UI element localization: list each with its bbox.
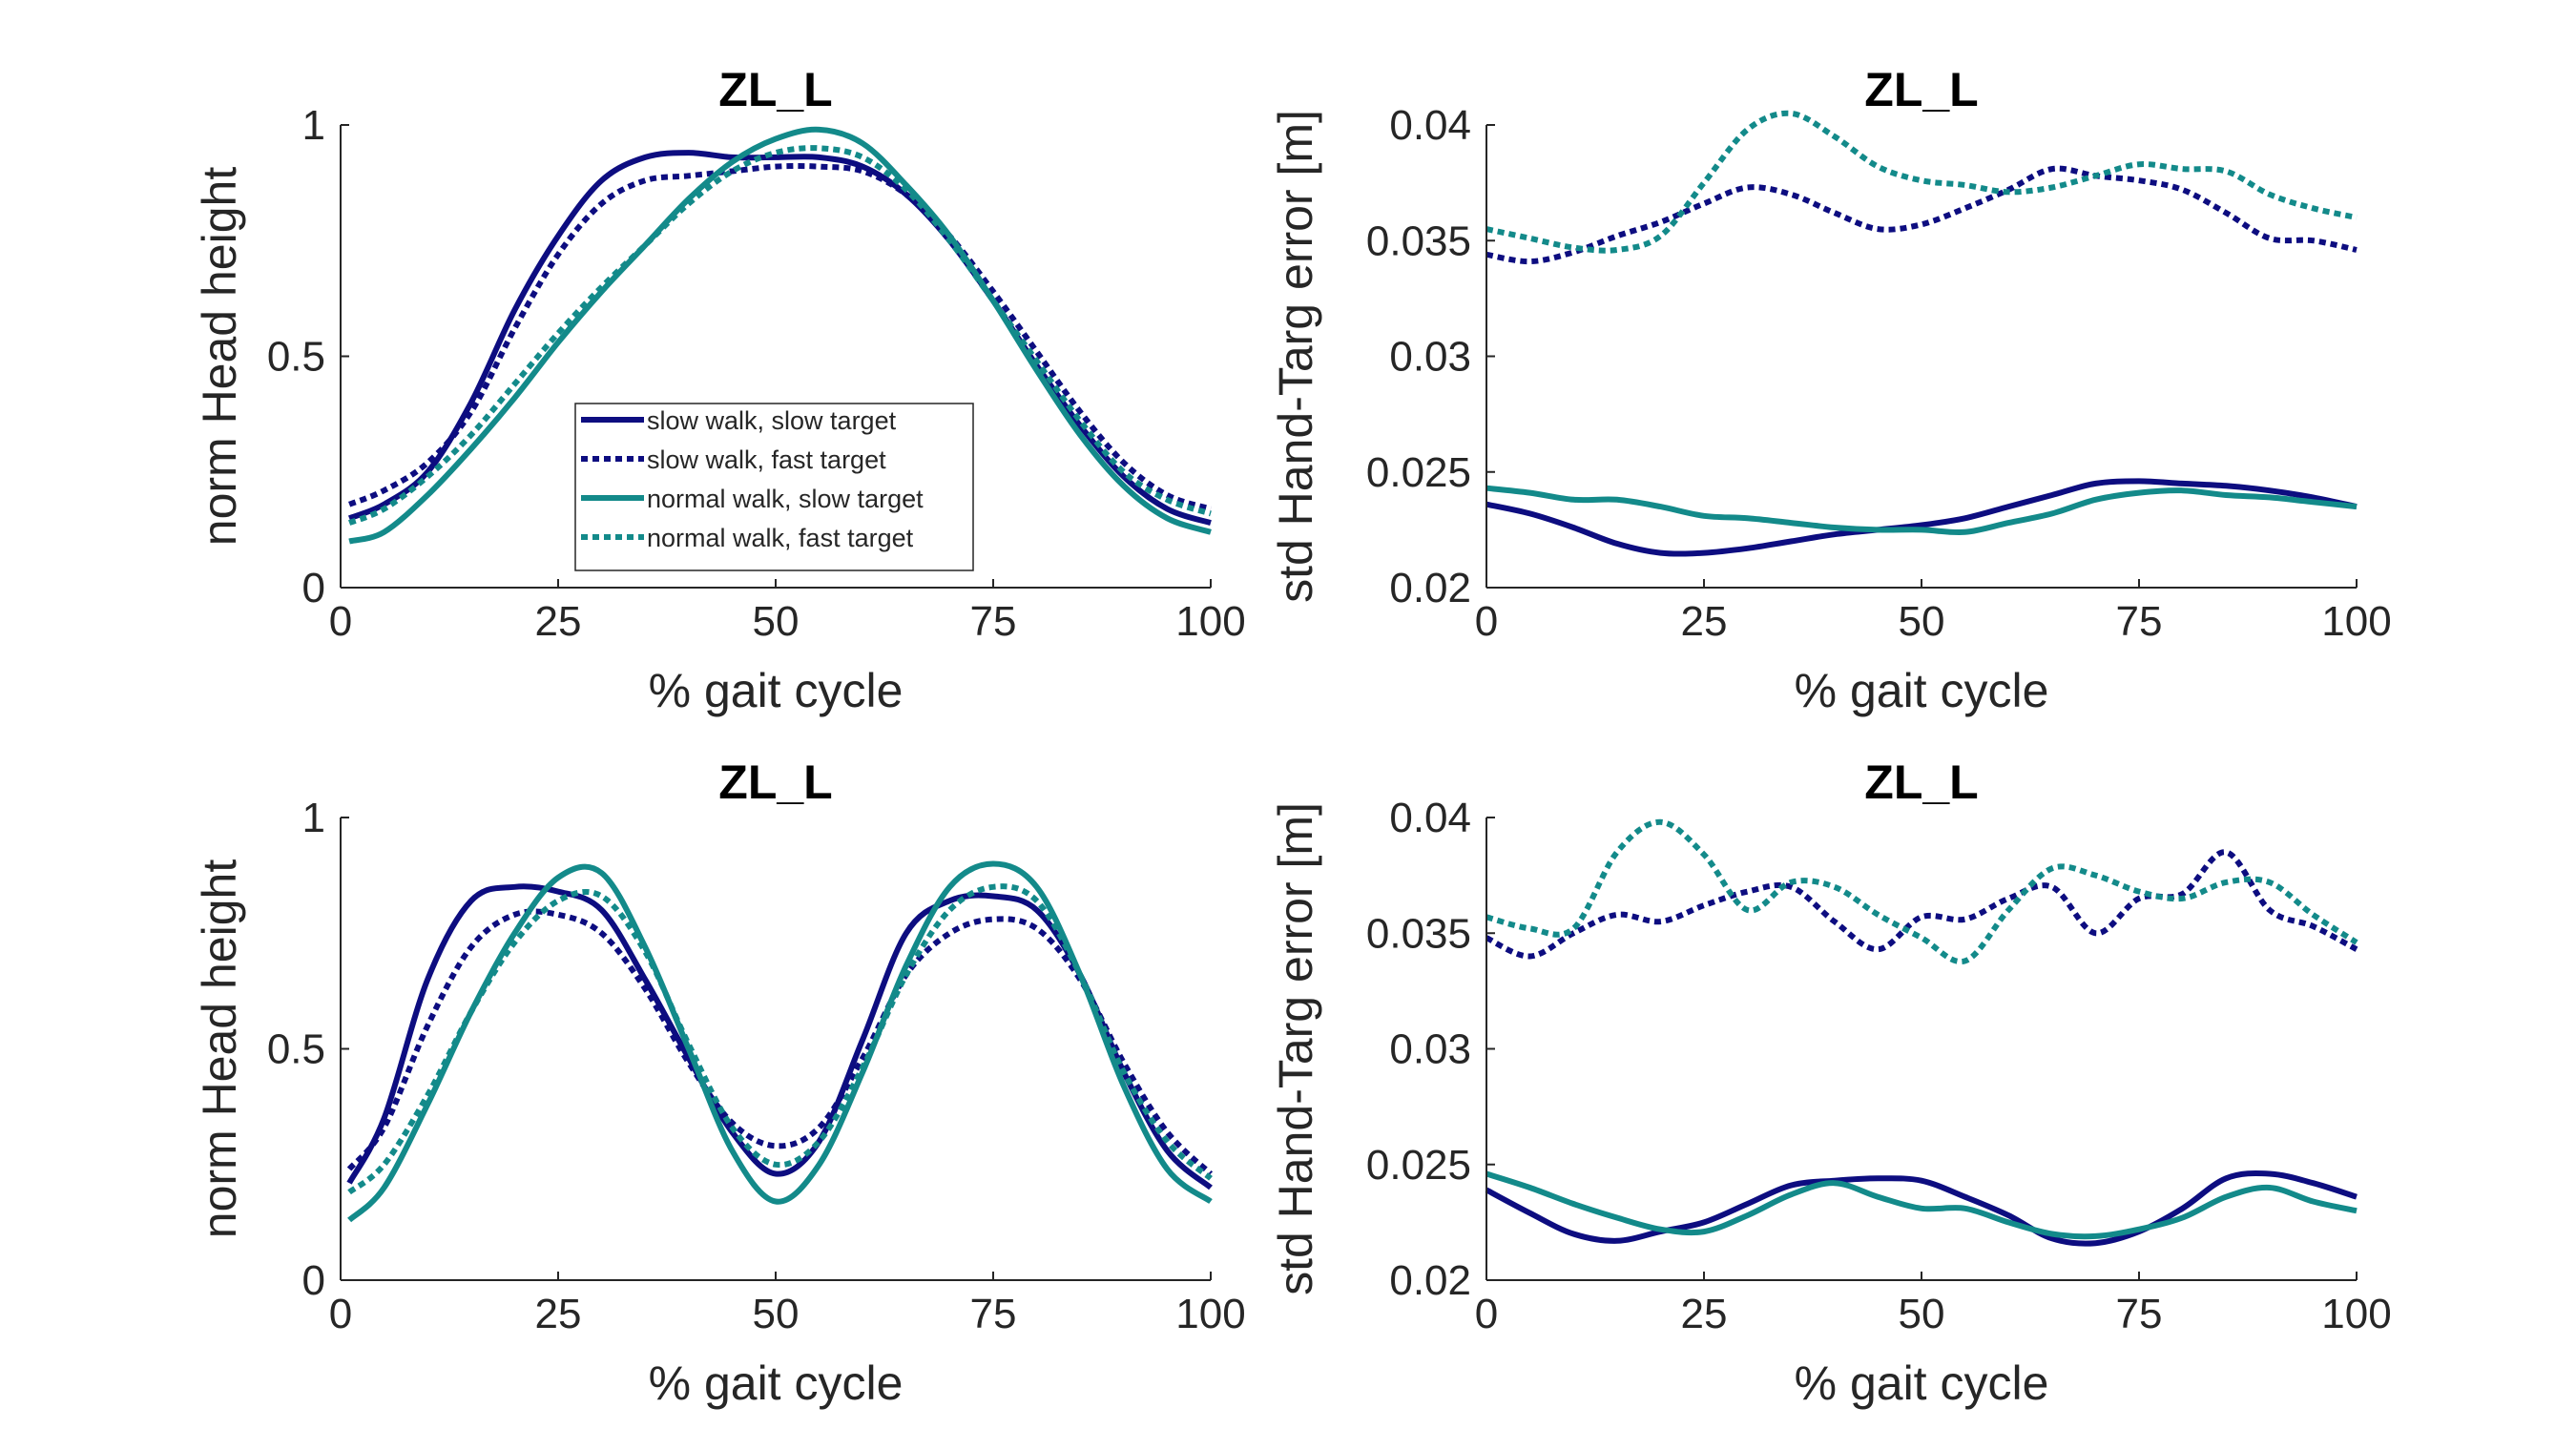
- y-axis-label: norm Head height: [193, 859, 246, 1239]
- x-tick-label: 100: [2321, 1291, 2391, 1337]
- series-line-2: [1485, 849, 2358, 960]
- series-line-2: [346, 908, 1214, 1176]
- series-line-4: [1485, 110, 2358, 254]
- x-axis-label: % gait cycle: [1795, 1356, 2049, 1410]
- x-tick-label: 50: [753, 598, 800, 645]
- x-tick-label: 25: [1681, 598, 1728, 645]
- chart-panel-3: 0 25 50 75 100 0 0.5 1 ZL_L % gait cycle norm Head…: [193, 756, 1246, 1410]
- x-tick-label: 25: [535, 1291, 582, 1337]
- y-tick-label: 0.5: [267, 334, 325, 381]
- x-tick-label: 0: [1475, 1291, 1498, 1337]
- x-tick-label: 50: [753, 1291, 800, 1337]
- chart-title: ZL_L: [718, 756, 832, 809]
- series-line-1: [1485, 1170, 2358, 1247]
- y-axis-label: norm Head height: [193, 167, 246, 547]
- x-tick-label: 75: [970, 598, 1017, 645]
- x-tick-label: 0: [329, 1291, 352, 1337]
- series-line-3: [348, 126, 1212, 545]
- chart-panel-4: 0 25 50 75 100 0.02 0.025 0.03 0.035 0.04 ZL_L % ga…: [1269, 756, 2392, 1410]
- x-tick-label: 25: [535, 598, 582, 645]
- series-line-3: [1485, 485, 2358, 536]
- x-tick-label: 50: [1899, 598, 1945, 645]
- series-line-1: [1485, 478, 2358, 557]
- y-axis-label: std Hand-Targ error [m]: [1269, 802, 1322, 1295]
- chart-title: ZL_L: [1864, 63, 1978, 116]
- series-line-4: [347, 883, 1213, 1195]
- x-tick-label: 25: [1681, 1291, 1728, 1337]
- x-tick-label: 0: [329, 598, 352, 645]
- legend: slow walk, slow target slow walk, fast ta…: [574, 403, 974, 571]
- x-tick-label: 0: [1475, 598, 1498, 645]
- y-tick-label: 0.02: [1389, 1257, 1471, 1304]
- x-axis-label: % gait cycle: [1795, 664, 2049, 717]
- x-tick-label: 75: [970, 1291, 1017, 1337]
- chart-title: ZL_L: [718, 63, 832, 116]
- legend-label-4: normal walk, fast target: [647, 524, 914, 552]
- y-tick-label: 0.03: [1389, 1026, 1471, 1073]
- plot-area: [341, 818, 1211, 1280]
- y-tick-label: 0.5: [267, 1026, 325, 1073]
- series-line-4: [1485, 818, 2358, 965]
- plot-area: [1486, 125, 2357, 588]
- x-tick-label: 75: [2116, 598, 2163, 645]
- y-tick-label: 0.035: [1366, 910, 1471, 957]
- chart-panel-2: 0 25 50 75 100 0.02 0.025 0.03 0.035 0.04 ZL_L % ga…: [1269, 63, 2392, 717]
- x-axis-label: % gait cycle: [649, 664, 904, 717]
- legend-box: [574, 403, 974, 571]
- legend-label-3: normal walk, slow target: [647, 485, 924, 513]
- x-tick-label: 100: [2321, 598, 2391, 645]
- chart-panel-1: 0 25 50 75 100 0 0.5 1 ZL_L % gait cycle norm Head…: [193, 63, 1246, 717]
- legend-label-1: slow walk, slow target: [647, 406, 897, 435]
- x-axis-label: % gait cycle: [649, 1356, 904, 1410]
- y-tick-label: 0.025: [1366, 449, 1471, 496]
- y-tick-label: 0: [302, 1257, 325, 1304]
- y-tick-label: 0.04: [1389, 795, 1471, 841]
- y-tick-label: 1: [302, 102, 325, 149]
- y-tick-label: 0.035: [1366, 217, 1471, 264]
- series-line-2: [348, 163, 1212, 512]
- y-tick-label: 0.03: [1389, 334, 1471, 381]
- y-axis-label: std Hand-Targ error [m]: [1269, 110, 1322, 603]
- x-tick-label: 100: [1175, 1291, 1245, 1337]
- y-tick-label: 0: [302, 565, 325, 611]
- x-tick-label: 75: [2116, 1291, 2163, 1337]
- y-tick-label: 0.025: [1366, 1142, 1471, 1189]
- x-tick-label: 100: [1175, 598, 1245, 645]
- legend-label-2: slow walk, fast target: [647, 445, 886, 474]
- y-tick-label: 0.02: [1389, 565, 1471, 611]
- y-tick-label: 0.04: [1389, 102, 1471, 149]
- chart-title: ZL_L: [1864, 756, 1978, 809]
- series-line-3: [1485, 1170, 2358, 1240]
- y-tick-label: 1: [302, 795, 325, 841]
- x-tick-label: 50: [1899, 1291, 1945, 1337]
